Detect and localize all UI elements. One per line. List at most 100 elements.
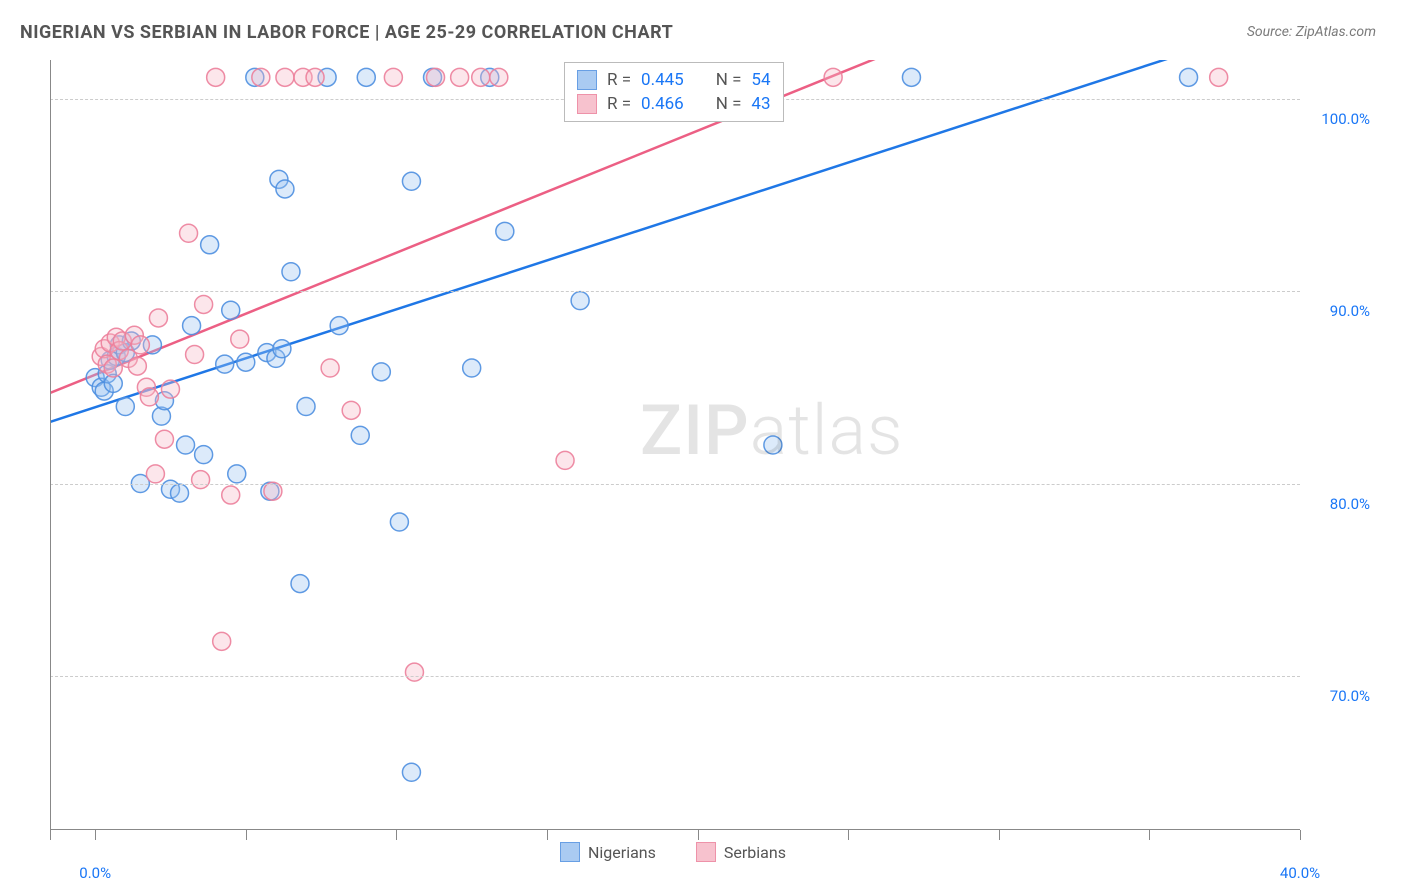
legend-item: Nigerians [560,842,656,862]
data-point [222,486,240,504]
data-point [222,301,240,319]
data-point [902,68,920,86]
legend-stats-box: R = 0.445 N = 54R = 0.466N = 43 [564,62,784,122]
data-point [155,430,173,448]
y-tick-label: 90.0% [1310,302,1370,320]
data-point [463,359,481,377]
x-tick [1300,830,1301,840]
data-point [342,401,360,419]
x-tick [999,830,1000,840]
data-point [427,68,445,86]
legend-swatch [577,94,597,114]
data-point [192,471,210,489]
data-point [195,295,213,313]
data-point [195,446,213,464]
data-point [571,292,589,310]
data-point [128,357,146,375]
data-point [297,398,315,416]
legend-stats-row: R = 0.445 N = 54 [577,68,771,92]
data-point [146,465,164,483]
watermark-thin: atlas [750,390,904,472]
data-point [402,763,420,781]
data-point [490,68,508,86]
watermark-bold: ZIP [640,390,750,472]
data-point [131,336,149,354]
data-point [1180,68,1198,86]
data-point [291,575,309,593]
source-label: Source: ZipAtlas.com [1247,24,1376,40]
legend-label: Serbians [724,843,786,862]
stat-n-value: 54 [751,70,770,90]
gridline [50,676,1300,677]
data-point [116,398,134,416]
legend-label: Nigerians [588,843,656,862]
x-tick [698,830,699,840]
data-point [149,309,167,327]
data-point [228,465,246,483]
y-tick-label: 100.0% [1310,110,1370,128]
data-point [556,451,574,469]
legend-swatch [577,70,597,90]
data-point [180,224,198,242]
data-point [237,353,255,371]
data-point [405,663,423,681]
x-tick-label: 0.0% [79,864,111,882]
data-point [351,426,369,444]
data-point [231,330,249,348]
watermark: ZIPatlas [640,390,904,472]
x-tick [396,830,397,840]
data-point [402,172,420,190]
gridline [50,484,1300,485]
data-point [216,355,234,373]
x-tick [547,830,548,840]
legend-swatch [560,842,580,862]
data-point [372,363,390,381]
stat-r-value: 0.445 [641,70,684,90]
data-point [282,263,300,281]
plot-area: ZIPatlas 70.0%80.0%90.0%100.0%0.0%40.0% [50,60,1300,830]
chart-container: NIGERIAN VS SERBIAN IN LABOR FORCE | AGE… [0,0,1406,892]
data-point [171,484,189,502]
data-point [330,317,348,335]
data-point [264,482,282,500]
y-axis-line [50,60,51,840]
x-tick [848,830,849,840]
data-point [140,388,158,406]
data-point [276,180,294,198]
data-point [207,68,225,86]
data-point [252,68,270,86]
legend-stats-row: R = 0.466N = 43 [577,92,771,116]
stat-n-label: N = [716,70,742,90]
data-point [161,380,179,398]
data-point [384,68,402,86]
data-point [357,68,375,86]
data-point [451,68,469,86]
legend-swatch [696,842,716,862]
x-tick-label: 40.0% [1280,864,1320,882]
chart-title: NIGERIAN VS SERBIAN IN LABOR FORCE | AGE… [20,22,673,43]
data-point [306,68,324,86]
gridline [50,291,1300,292]
y-tick-label: 70.0% [1310,687,1370,705]
y-tick-label: 80.0% [1310,495,1370,513]
stat-r-label: R = [607,70,631,90]
x-tick [246,830,247,840]
stat-r-label: R = [607,94,631,114]
bottom-legend: Nigerians Serbians [560,842,786,862]
data-point [201,236,219,254]
stat-n-label: N = [716,94,742,114]
stat-n-value: 43 [751,94,770,114]
data-point [1210,68,1228,86]
data-point [273,340,291,358]
data-point [183,317,201,335]
data-point [321,359,339,377]
data-point [390,513,408,531]
data-point [186,346,204,364]
legend-item: Serbians [696,842,786,862]
data-point [824,68,842,86]
x-tick [95,830,96,840]
data-point [472,68,490,86]
data-point [496,222,514,240]
data-point [213,632,231,650]
x-tick [1149,830,1150,840]
